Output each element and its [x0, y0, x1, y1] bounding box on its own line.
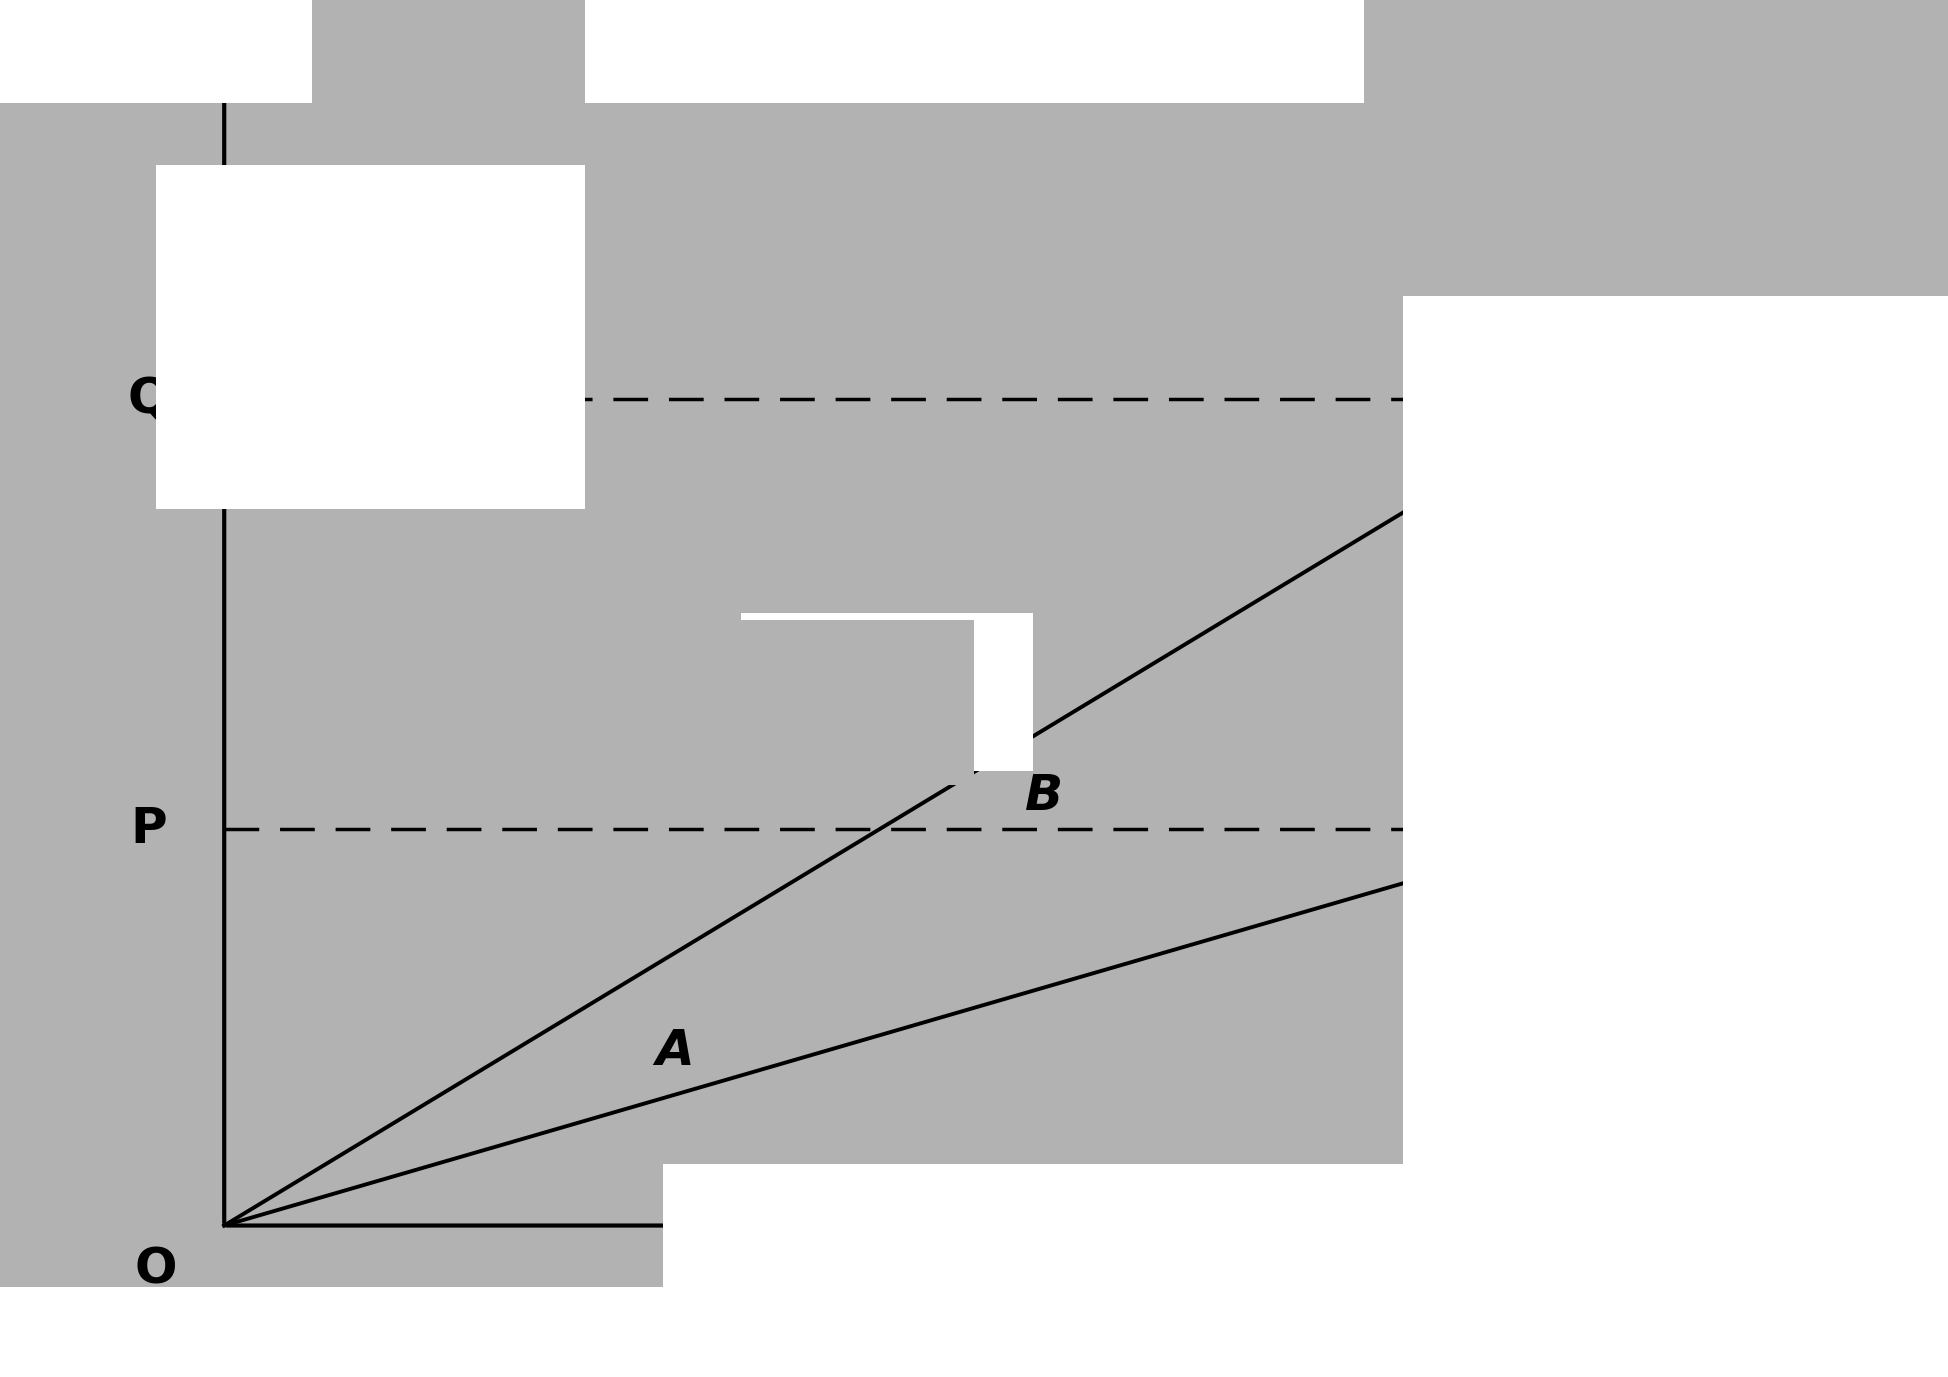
- Text: Q: Q: [129, 376, 169, 423]
- Text: P: P: [131, 806, 168, 852]
- Text: t: t: [1728, 1264, 1751, 1308]
- Text: O: O: [134, 1246, 177, 1293]
- Text: x: x: [148, 58, 177, 102]
- Text: B: B: [1025, 772, 1062, 819]
- Text: A: A: [655, 1027, 693, 1074]
